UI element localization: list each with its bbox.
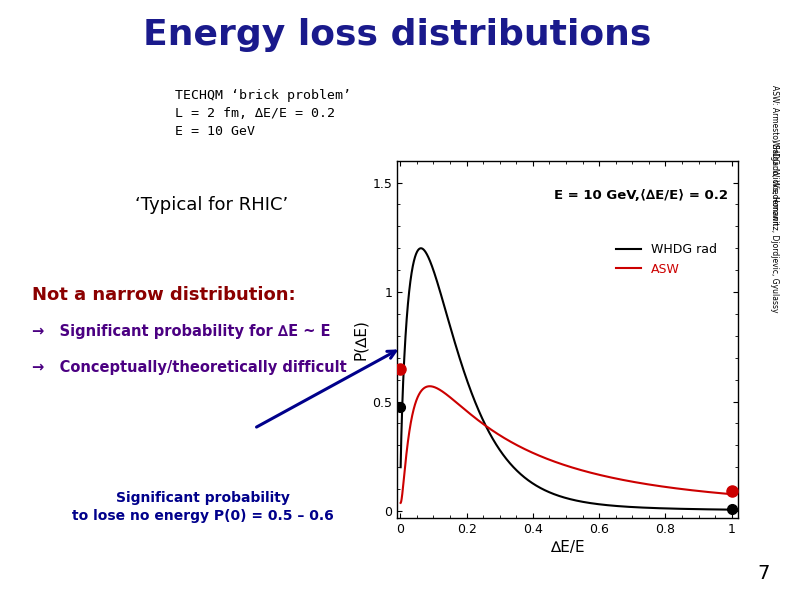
Text: →   Significant probability for ∆E ~ E: → Significant probability for ∆E ~ E [32,324,330,339]
X-axis label: ∆E/E: ∆E/E [550,540,585,555]
Text: ASW: Armesto, Salgado, Wiedemann: ASW: Armesto, Salgado, Wiedemann [769,84,779,225]
Text: ‘Typical for RHIC’: ‘Typical for RHIC’ [135,196,288,214]
Text: TECHQM ‘brick problem’
L = 2 fm, ∆E/E = 0.2
E = 10 GeV: TECHQM ‘brick problem’ L = 2 fm, ∆E/E = … [175,89,351,138]
Text: Not a narrow distribution:: Not a narrow distribution: [32,286,295,303]
Text: 7: 7 [757,564,770,583]
Text: →   Conceptually/theoretically difficult: → Conceptually/theoretically difficult [32,360,346,375]
Legend: WHDG rad, ASW: WHDG rad, ASW [611,239,722,281]
Y-axis label: P(∆E): P(∆E) [353,319,368,359]
FancyArrowPatch shape [256,351,395,427]
Text: Energy loss distributions: Energy loss distributions [143,18,651,52]
Text: E = 10 GeV,⟨∆E/E⟩ = 0.2: E = 10 GeV,⟨∆E/E⟩ = 0.2 [554,189,728,202]
Text: WHDG: Wicks, Horowitz, Djordjevic, Gyulassy: WHDG: Wicks, Horowitz, Djordjevic, Gyula… [769,139,779,313]
Text: Significant probability
to lose no energy P(0) = 0.5 – 0.6: Significant probability to lose no energ… [71,491,333,523]
